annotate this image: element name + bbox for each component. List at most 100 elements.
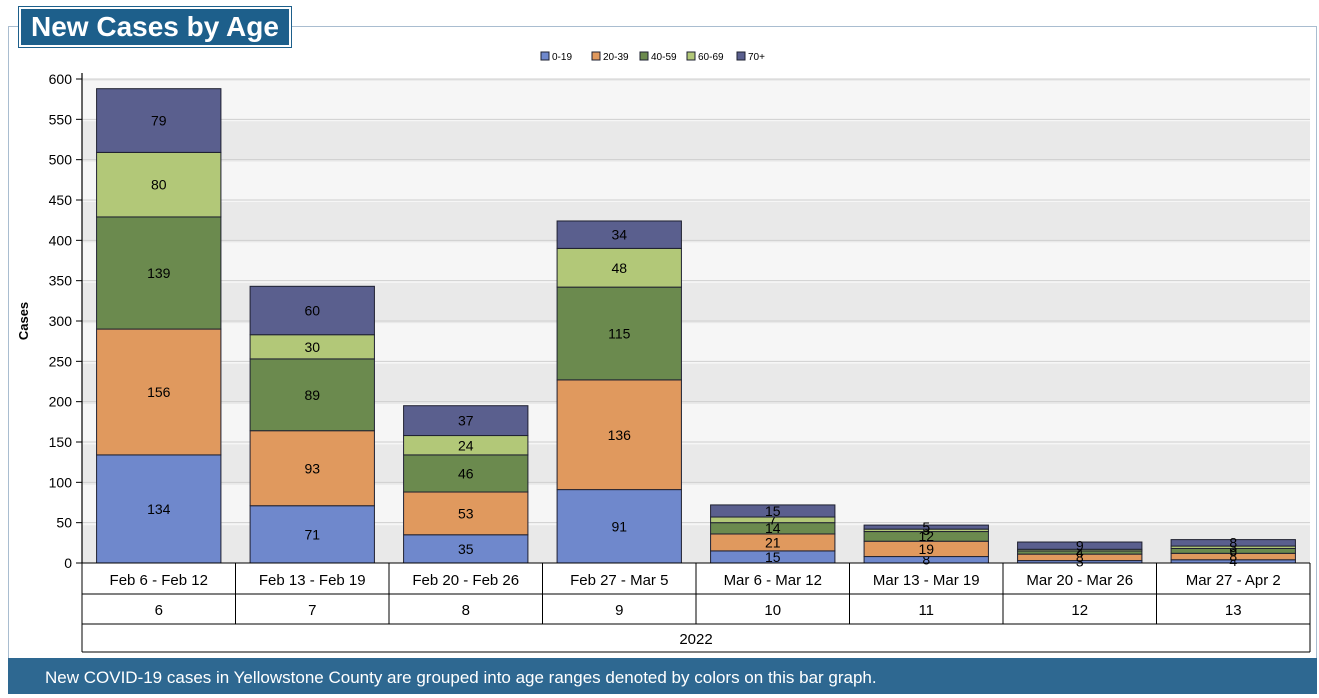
x-year-label: 2022 — [679, 631, 712, 648]
y-tick-label: 50 — [56, 515, 72, 531]
bar-segment-20-39[interactable] — [403, 491, 529, 536]
data-label: 19 — [918, 541, 934, 557]
y-tick-label: 450 — [49, 192, 73, 208]
bar-segment-40-59[interactable] — [403, 454, 529, 493]
y-tick-label: 150 — [49, 434, 73, 450]
data-label: 115 — [608, 326, 631, 342]
bar-segment-0-19[interactable] — [249, 505, 375, 564]
bar-segment-70+[interactable] — [556, 220, 682, 249]
bar-segment-60-69[interactable] — [556, 247, 682, 288]
data-label: 71 — [304, 526, 320, 542]
data-label: 9 — [1076, 537, 1084, 553]
data-label: 8 — [1229, 535, 1237, 551]
data-label: 8 — [1229, 548, 1237, 564]
data-label: 136 — [608, 427, 632, 443]
bar-segment-0-19[interactable] — [556, 489, 682, 564]
legend-label: 60-69 — [698, 52, 724, 63]
bar-segment-40-59[interactable] — [96, 216, 222, 330]
data-label: 21 — [765, 534, 781, 550]
x-week-label: 8 — [462, 602, 470, 619]
data-label: 8 — [922, 551, 930, 567]
bar-segment-60-69[interactable] — [249, 334, 375, 360]
legend-label: 0-19 — [552, 52, 572, 63]
y-tick-label: 300 — [49, 313, 73, 329]
data-label: 3 — [922, 522, 930, 538]
data-label: 134 — [147, 501, 171, 517]
footer-caption: New COVID-19 cases in Yellowstone County… — [8, 658, 1317, 694]
data-label: 30 — [304, 339, 320, 355]
x-week-label: 7 — [308, 602, 316, 619]
x-category-label: Mar 27 - Apr 2 — [1186, 572, 1281, 589]
y-tick-label: 0 — [64, 555, 72, 571]
data-label: 6 — [1229, 543, 1237, 559]
bar-segment-60-69[interactable] — [96, 151, 222, 218]
bar-segment-70+[interactable] — [1170, 539, 1296, 547]
legend-label: 70+ — [748, 52, 765, 63]
x-week-label: 6 — [155, 602, 163, 619]
y-tick-label: 600 — [49, 71, 73, 87]
data-label: 93 — [304, 460, 320, 476]
x-category-label: Feb 13 - Feb 19 — [259, 572, 366, 589]
x-category-label: Mar 13 - Mar 19 — [873, 572, 980, 589]
data-label: 3 — [1229, 539, 1237, 555]
x-week-label: 12 — [1071, 602, 1088, 619]
x-week-label: 11 — [918, 602, 934, 619]
data-label: 14 — [765, 520, 781, 536]
data-label: 4 — [1229, 553, 1237, 569]
bar-segment-20-39[interactable] — [556, 379, 682, 491]
bar-segment-40-59[interactable] — [556, 286, 682, 381]
y-tick-label: 550 — [49, 111, 73, 127]
data-label: 79 — [151, 113, 167, 129]
y-tick-label: 350 — [49, 273, 73, 289]
data-label: 139 — [147, 265, 171, 281]
x-category-label: Feb 27 - Mar 5 — [570, 572, 668, 589]
bar-segment-70+[interactable] — [1017, 541, 1143, 550]
bar-segment-70+[interactable] — [863, 524, 989, 530]
data-label: 15 — [765, 549, 781, 565]
data-label: 60 — [304, 303, 320, 319]
data-label: 37 — [458, 413, 474, 429]
bar-segment-70+[interactable] — [249, 285, 375, 336]
bar-segment-70+[interactable] — [96, 88, 222, 153]
x-category-label: Mar 20 - Mar 26 — [1026, 572, 1133, 589]
bar-segment-40-59[interactable] — [249, 358, 375, 432]
legend-label: 20-39 — [603, 52, 629, 63]
data-label: 156 — [147, 384, 171, 400]
y-tick-label: 100 — [49, 474, 73, 490]
chart-frame — [8, 26, 1317, 694]
bar-segment-0-19[interactable] — [96, 454, 222, 564]
legend-swatch — [686, 51, 696, 61]
data-label: 7 — [769, 512, 777, 528]
legend-swatch — [639, 51, 649, 61]
data-label: 53 — [458, 505, 474, 521]
data-label: 24 — [458, 437, 474, 453]
chart-title: New Cases by Age — [19, 7, 291, 47]
legend-swatch — [736, 51, 746, 61]
x-week-label: 9 — [615, 602, 623, 619]
y-tick-label: 200 — [49, 394, 73, 410]
data-label: 12 — [918, 528, 934, 544]
data-label: 91 — [611, 518, 627, 534]
data-label: 15 — [765, 503, 781, 519]
data-label: 48 — [611, 260, 627, 276]
legend-label: 40-59 — [651, 52, 677, 63]
bar-segment-70+[interactable] — [710, 504, 836, 518]
data-label: 46 — [458, 466, 474, 482]
y-tick-label: 400 — [49, 232, 73, 248]
data-label: 4 — [1076, 544, 1084, 560]
bar-segment-70+[interactable] — [403, 405, 529, 437]
data-label: 5 — [922, 519, 930, 535]
y-tick-label: 250 — [49, 353, 73, 369]
y-axis-label: Cases — [16, 302, 31, 340]
legend-swatch — [591, 51, 601, 61]
bar-segment-20-39[interactable] — [96, 328, 222, 456]
legend-swatch — [540, 51, 550, 61]
y-tick-label: 500 — [49, 152, 73, 168]
data-label: 3 — [1076, 553, 1084, 569]
x-category-label: Feb 6 - Feb 12 — [110, 572, 208, 589]
data-label: 89 — [304, 387, 320, 403]
data-label: 35 — [458, 541, 474, 557]
data-label: 8 — [1076, 549, 1084, 565]
data-label: 80 — [151, 177, 167, 193]
